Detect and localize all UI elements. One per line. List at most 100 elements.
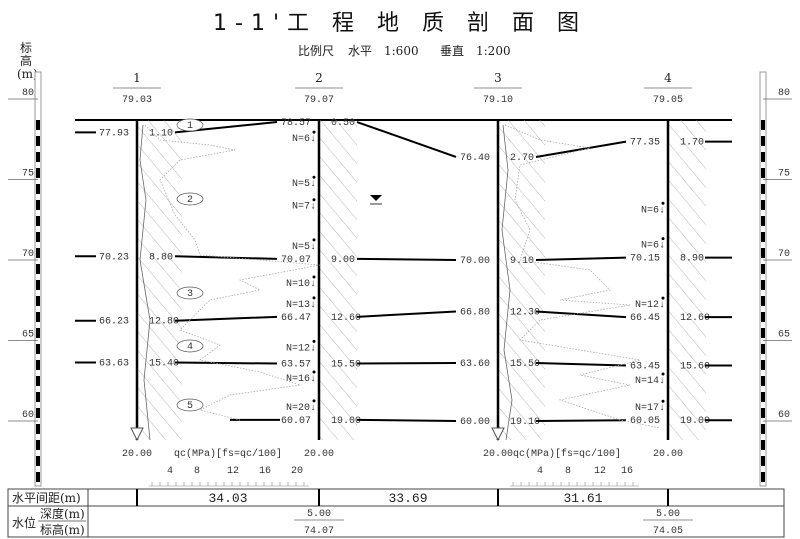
elevation-bar-segment xyxy=(36,264,40,274)
water-elevation: 74.05 xyxy=(653,526,683,537)
elevation-tick-label: 60 xyxy=(778,410,790,421)
layer-number: 4 xyxy=(187,342,193,353)
spt-point xyxy=(661,296,665,300)
elevation-tick-label: 75 xyxy=(22,169,34,180)
elevation-bar-segment xyxy=(36,296,40,306)
layer-boundary-line xyxy=(174,255,278,260)
boundary-depth: 15.50 xyxy=(331,360,361,371)
elevation-bar-segment xyxy=(761,184,765,194)
borehole-end-depth: 20.00 xyxy=(122,449,152,460)
spt-n-value: N=7↓ xyxy=(292,202,316,213)
spt-n-value: N=16↓ xyxy=(286,374,316,385)
water-elevation: 74.07 xyxy=(304,526,334,537)
borehole-ground-elevation: 79.07 xyxy=(304,95,334,106)
spt-n-value: N=10↓ xyxy=(286,279,316,290)
boundary-depth: 15.40 xyxy=(149,359,179,370)
boundary-elevation: 70.07 xyxy=(281,255,311,266)
elevation-bar-segment xyxy=(761,360,765,370)
elevation-tick-label: 70 xyxy=(22,249,34,260)
spt-point xyxy=(661,372,665,376)
borehole-ground-elevation: 79.10 xyxy=(483,95,513,106)
spt-n-value: N=17↓ xyxy=(635,403,665,414)
spt-point xyxy=(312,175,316,179)
water-depth: 5.00 xyxy=(656,509,680,520)
borehole-end-depth: 20.00 xyxy=(483,449,513,460)
horizontal-spacing: 34.03 xyxy=(208,491,247,506)
spt-n-value: N=6↓ xyxy=(641,205,665,216)
scale-label: 比例尺 xyxy=(298,44,334,58)
elevation-bar-segment xyxy=(36,440,40,450)
elevation-bar-segment xyxy=(761,168,765,178)
layer-number: 5 xyxy=(187,401,193,412)
spt-n-value: N=5↓ xyxy=(292,242,316,253)
boundary-elevation: 77.35 xyxy=(630,138,660,149)
elevation-bar-segment xyxy=(36,456,40,466)
axis-label-2: 高 xyxy=(20,53,32,68)
borehole-ground-elevation: 79.03 xyxy=(122,95,152,106)
cpt-curve xyxy=(504,124,661,429)
borehole-hatch xyxy=(319,120,357,440)
elevation-bar-segment xyxy=(761,456,765,466)
axis-label-1: 标 xyxy=(20,41,32,55)
boundary-depth: 19.10 xyxy=(510,417,540,428)
elevation-bar-segment xyxy=(761,344,765,354)
scale-vertical: 垂直 1:200 xyxy=(440,44,511,58)
boundary-depth: 12.60 xyxy=(331,313,361,324)
boundary-depth: 15.50 xyxy=(510,359,540,370)
layer-boundary-line xyxy=(535,362,627,367)
cpt-tick-label: 16 xyxy=(621,466,633,477)
spt-point xyxy=(312,296,316,300)
elevation-tick-label: 70 xyxy=(778,249,790,260)
boundary-elevation: 70.23 xyxy=(99,252,129,263)
spt-point xyxy=(661,201,665,205)
boundary-elevation: 63.45 xyxy=(630,361,660,372)
layer-boundary-line xyxy=(535,310,627,319)
water-table-icon xyxy=(370,195,382,201)
elevation-bar-right xyxy=(759,71,767,487)
elevation-bar-segment xyxy=(36,168,40,178)
spt-n-value: N=14↓ xyxy=(635,376,665,387)
elevation-bar-segment xyxy=(36,408,40,418)
elevation-bar-segment xyxy=(761,376,765,386)
elevation-bar-segment xyxy=(36,152,40,162)
layer-boundary-line xyxy=(356,257,457,261)
elevation-bar-segment xyxy=(36,248,40,258)
spt-n-value: N=5↓ xyxy=(292,179,316,190)
spt-n-value: N=12↓ xyxy=(286,343,316,354)
boundary-elevation: 60.00 xyxy=(460,417,490,428)
spt-n-value: N=13↓ xyxy=(286,300,316,311)
elevation-bar-segment xyxy=(761,120,765,130)
boundary-depth: 2.70 xyxy=(510,153,534,164)
elevation-bar-segment xyxy=(761,328,765,338)
boundary-depth: 1.70 xyxy=(680,138,704,149)
boundary-depth: 15.60 xyxy=(680,361,710,372)
spt-n-value: N=6↓ xyxy=(641,241,665,252)
elevation-bar-segment xyxy=(761,216,765,226)
elevation-bar-segment xyxy=(761,472,765,482)
boundary-elevation: 78.57 xyxy=(281,118,311,129)
elevation-bar-segment xyxy=(36,392,40,402)
elevation-bar-segment xyxy=(761,152,765,162)
boundary-elevation: 63.63 xyxy=(99,359,129,370)
layer-number: 3 xyxy=(187,289,193,300)
diagram-title: 1-1'工 程 地 质 剖 面 图 xyxy=(213,11,587,36)
cpt-friction-curve xyxy=(501,124,513,441)
layer-boundary-line xyxy=(535,419,627,422)
elevation-bar-segment xyxy=(761,408,765,418)
layer-number-ellipse xyxy=(176,339,204,353)
cpt-tick-label: 8 xyxy=(194,466,200,477)
spt-n-value: N=6↓ xyxy=(292,134,316,145)
elevation-bar-segment xyxy=(761,136,765,146)
horizontal-spacing: 31.61 xyxy=(563,491,602,506)
layer-number-ellipse xyxy=(176,192,204,206)
elevation-bar-segment xyxy=(761,440,765,450)
cpt-tick-label: 4 xyxy=(167,466,173,477)
elevation-bar-segment xyxy=(36,424,40,434)
elevation-bar-segment xyxy=(761,264,765,274)
elevation-bar-segment xyxy=(36,184,40,194)
borehole-id: 4 xyxy=(664,71,672,85)
boundary-elevation: 60.05 xyxy=(630,416,660,427)
elevation-bar-segment xyxy=(761,200,765,210)
info-table xyxy=(7,488,785,538)
cpt-tick-label: 12 xyxy=(227,466,239,477)
